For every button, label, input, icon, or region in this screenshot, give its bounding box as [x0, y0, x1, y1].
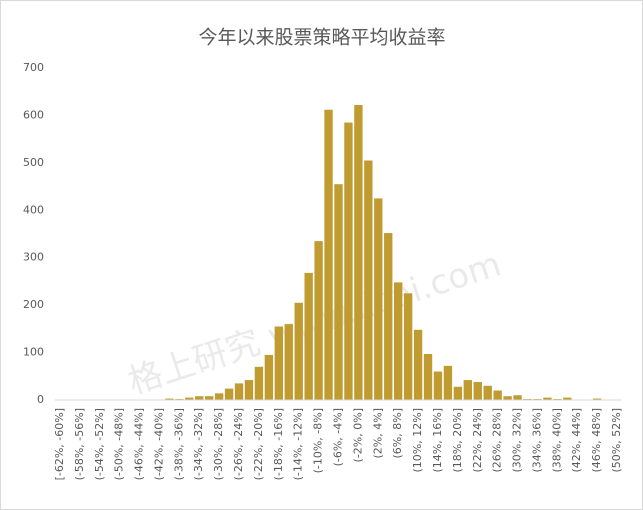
- bar: [483, 385, 492, 400]
- bar: [384, 233, 393, 400]
- bar: [284, 324, 293, 400]
- x-tick-label: (-50%, -48%]: [113, 408, 126, 480]
- x-tick-label: (-46%, -44%]: [133, 408, 146, 480]
- x-tick-label: (-34%, -32%]: [192, 408, 205, 480]
- bar: [244, 380, 254, 400]
- bar: [254, 366, 264, 400]
- x-tick-label: (-26%, -24%]: [232, 408, 245, 480]
- x-tick-label: (2%, 4%]: [371, 408, 384, 458]
- x-tick-label: (46%, 48%]: [590, 408, 603, 472]
- bar: [394, 282, 403, 400]
- bar: [274, 326, 283, 400]
- bar: [374, 198, 383, 400]
- x-tick-label: (6%, 8%]: [391, 408, 404, 458]
- bar: [493, 390, 502, 400]
- x-tick-label: (-14%, -12%]: [292, 408, 305, 480]
- bar: [214, 393, 224, 400]
- bar: [304, 272, 313, 400]
- x-tick-label: (22%, 24%]: [471, 408, 484, 472]
- x-tick-label: (50%, 52%]: [610, 408, 623, 472]
- bar: [294, 302, 303, 400]
- bar: [165, 398, 174, 400]
- bar: [314, 241, 323, 400]
- bar: [503, 396, 512, 400]
- x-tick-label: (-22%, -20%]: [252, 408, 265, 480]
- bar: [463, 380, 472, 400]
- x-tick-label: [-62%, -60%]: [53, 408, 66, 480]
- y-tick-label: 400: [23, 203, 44, 216]
- bar: [513, 395, 522, 400]
- x-tick-label: (30%, 32%]: [511, 408, 524, 472]
- bar: [324, 109, 333, 400]
- bar: [344, 122, 353, 401]
- bar: [592, 398, 602, 400]
- bar: [364, 160, 373, 400]
- x-tick-label: (-42%, -40%]: [152, 408, 165, 480]
- bar: [195, 396, 204, 400]
- bar: [403, 293, 413, 400]
- x-tick-label: (-58%, -56%]: [73, 408, 86, 480]
- x-tick-label: (-18%, -16%]: [272, 408, 285, 480]
- chart-title: 今年以来股票策略平均收益率: [198, 27, 445, 49]
- x-tick-label: (-30%, -28%]: [212, 408, 225, 480]
- bar: [453, 386, 463, 400]
- bar: [443, 365, 453, 400]
- bar: [413, 329, 423, 400]
- y-tick-label: 700: [23, 61, 44, 74]
- bar: [563, 397, 572, 400]
- bar: [234, 383, 244, 400]
- x-tick-label: (34%, 36%]: [530, 408, 543, 472]
- x-tick-label: (-54%, -52%]: [93, 408, 106, 480]
- bar: [473, 381, 482, 400]
- bar: [354, 104, 363, 400]
- bar: [423, 353, 433, 400]
- y-tick-label: 0: [37, 393, 44, 406]
- x-tick-label: (26%, 28%]: [491, 408, 504, 472]
- bar: [543, 397, 552, 400]
- x-tick-label: (14%, 16%]: [431, 408, 444, 472]
- x-tick-label: (-6%, -4%]: [332, 408, 345, 466]
- y-tick-label: 100: [23, 346, 44, 359]
- x-tick-label: (10%, 12%]: [411, 408, 424, 472]
- bar: [185, 397, 194, 400]
- x-tick-label: (-2%, 0%]: [351, 408, 364, 462]
- x-tick-label: (38%, 40%]: [550, 408, 563, 472]
- y-tick-label: 600: [23, 108, 44, 121]
- bar: [264, 354, 274, 400]
- y-tick-label: 300: [23, 251, 44, 264]
- bar: [334, 184, 343, 400]
- bar: [433, 371, 443, 400]
- x-tick-label: (42%, 44%]: [570, 408, 583, 472]
- x-tick-label: (-10%, -8%]: [312, 408, 325, 473]
- y-tick-label: 200: [23, 298, 44, 311]
- y-tick-label: 500: [23, 156, 44, 169]
- x-tick-label: (18%, 20%]: [451, 408, 464, 472]
- bar: [205, 396, 214, 400]
- x-tick-label: (-38%, -36%]: [172, 408, 185, 480]
- bar: [224, 388, 234, 400]
